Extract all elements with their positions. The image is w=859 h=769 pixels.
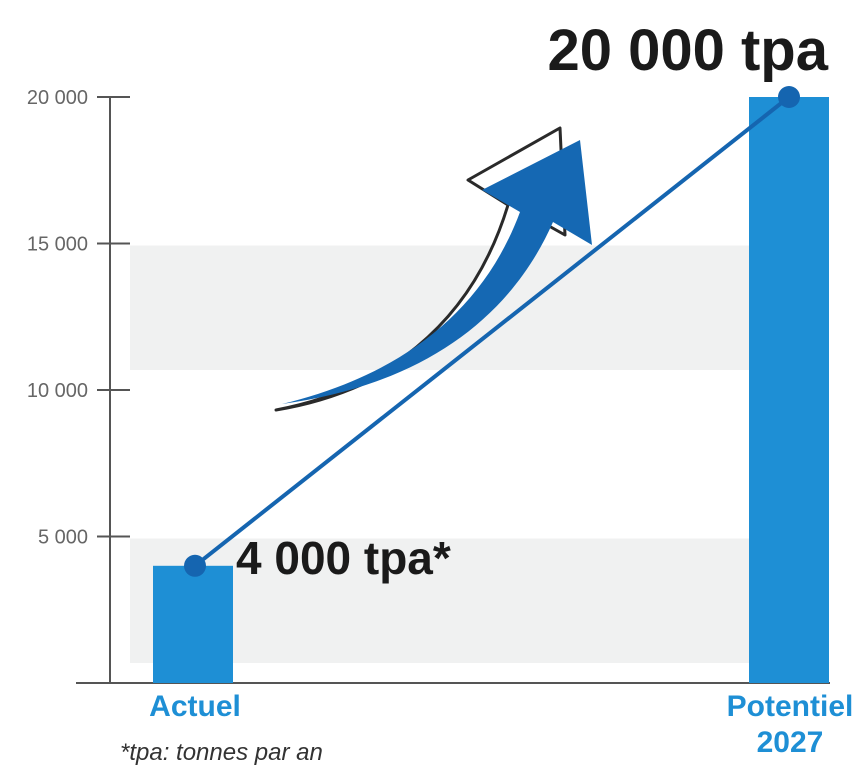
- y-tick-label-15000: 15 000: [27, 234, 88, 256]
- growth-arrow-icon: [274, 126, 592, 412]
- trend-point-potentiel: [778, 86, 800, 108]
- y-tick-label-10000: 10 000: [27, 380, 88, 402]
- trend-line-segment: [193, 95, 791, 568]
- y-tick-label-5000: 5 000: [38, 527, 88, 549]
- trend-line: [184, 86, 800, 577]
- category-sublabel-potentiel: 2027: [757, 726, 824, 759]
- data-label-potentiel: 20 000 tpa: [547, 18, 828, 83]
- y-axis: 5 000 10 000 15 000 20 000: [27, 87, 830, 684]
- category-label-potentiel: Potentiel: [727, 690, 854, 723]
- bar-actuel: [153, 565, 233, 683]
- footnote: *tpa: tonnes par an: [120, 739, 323, 766]
- category-label-actuel: Actuel: [149, 690, 241, 723]
- trend-point-actuel: [184, 554, 206, 577]
- grid-band-0: [130, 538, 780, 663]
- data-label-actuel: 4 000 tpa*: [236, 532, 451, 584]
- bar-potentiel: [749, 97, 829, 683]
- y-tick-label-20000: 20 000: [27, 87, 88, 109]
- bars: [153, 97, 829, 683]
